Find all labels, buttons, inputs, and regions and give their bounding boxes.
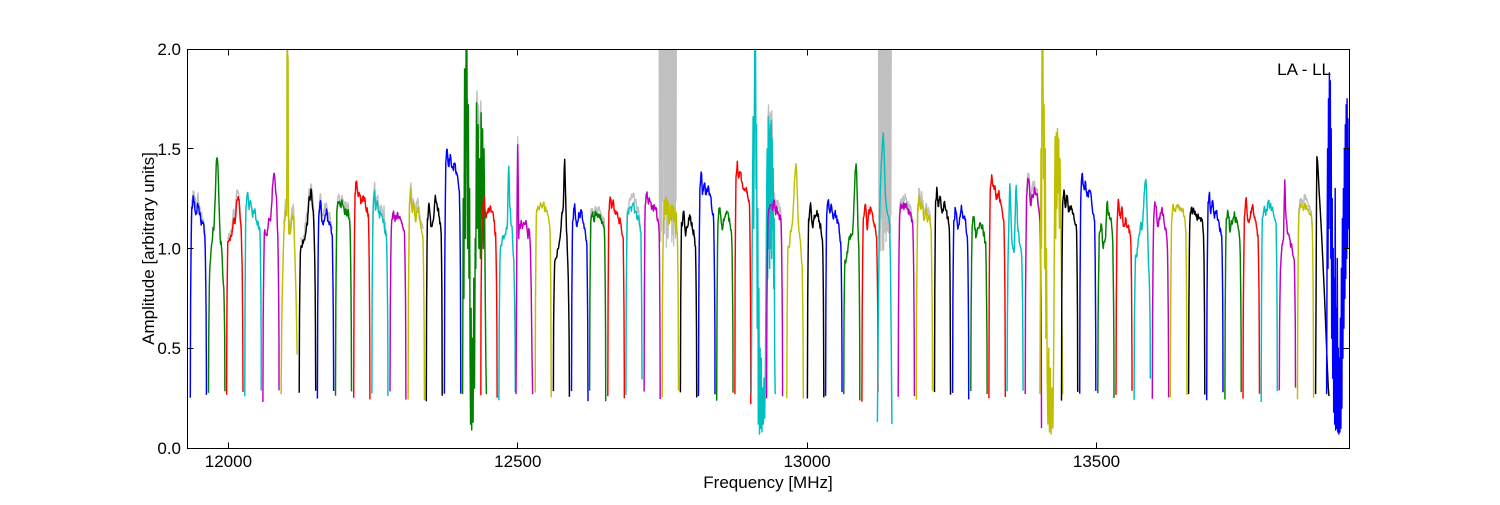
svg-text:Frequency [MHz]: Frequency [MHz] xyxy=(703,473,832,492)
svg-text:13000: 13000 xyxy=(783,452,830,471)
svg-text:12000: 12000 xyxy=(205,452,252,471)
svg-text:0.5: 0.5 xyxy=(157,339,181,358)
svg-text:0.0: 0.0 xyxy=(157,439,181,458)
svg-text:1.0: 1.0 xyxy=(157,240,181,259)
svg-text:13500: 13500 xyxy=(1073,452,1120,471)
svg-text:1.5: 1.5 xyxy=(157,140,181,159)
svg-text:LA - LL: LA - LL xyxy=(1277,60,1331,79)
svg-text:Amplitude [arbitrary units]: Amplitude [arbitrary units] xyxy=(139,152,158,345)
svg-text:2.0: 2.0 xyxy=(157,40,181,59)
svg-text:12500: 12500 xyxy=(494,452,541,471)
